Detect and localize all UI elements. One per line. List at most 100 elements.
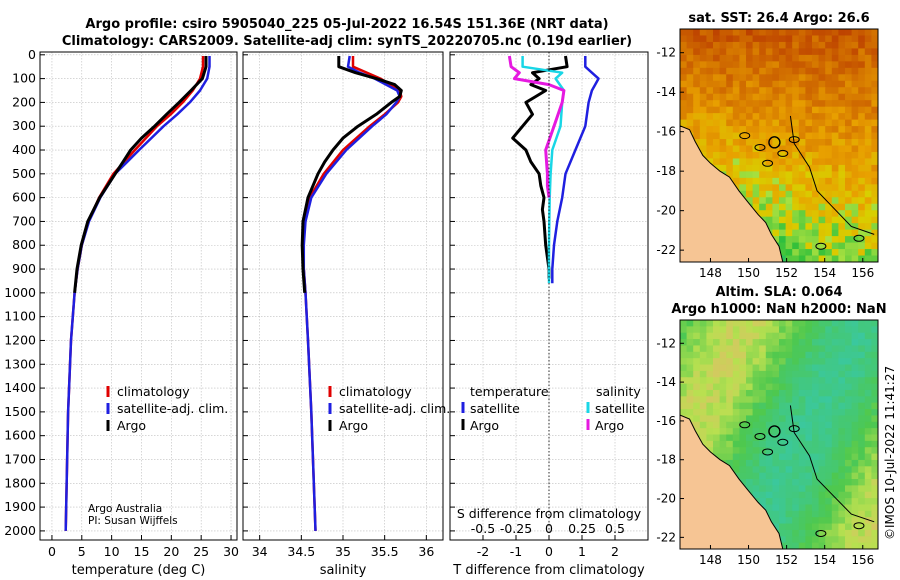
map-cell [831, 106, 839, 114]
map-cell [858, 409, 866, 417]
map-cell [864, 48, 872, 56]
map-cell [831, 29, 839, 37]
map-cell [779, 242, 787, 250]
map-cell [713, 421, 721, 429]
map-cell [752, 389, 760, 397]
map-cell [838, 466, 846, 474]
map-cell [798, 197, 806, 205]
map-cell [825, 87, 833, 95]
map-cell [779, 249, 787, 257]
map-cell [732, 171, 740, 179]
map-cell [851, 415, 859, 423]
map-cell [812, 216, 820, 224]
map-cell [779, 377, 787, 385]
map-cell [739, 396, 747, 404]
map-cell [871, 106, 878, 114]
map-cell [798, 210, 806, 218]
map-cell [732, 326, 740, 334]
map-cell [772, 158, 780, 166]
map-cell [779, 479, 787, 486]
map-cell [746, 61, 754, 69]
map-cell [732, 345, 740, 353]
map-cell [726, 358, 734, 366]
map-cell [699, 48, 707, 56]
map-cell [752, 491, 760, 499]
map-y-tick-label: -12 [656, 336, 676, 350]
map-cell [706, 119, 714, 127]
series-line-s-argo [507, 55, 566, 198]
map-cell [851, 35, 859, 43]
map-cell [739, 377, 747, 385]
legend-label: Argo [595, 418, 624, 433]
map-cell [825, 139, 833, 147]
map-cell [680, 100, 688, 108]
map-cell [719, 67, 727, 75]
map-cell [746, 440, 754, 448]
map-cell [851, 479, 859, 486]
map-cell [765, 459, 773, 467]
map-cell [732, 434, 740, 442]
map-cell [732, 383, 740, 391]
map-cell [851, 41, 859, 50]
map-cell [792, 377, 800, 385]
map-cell [864, 197, 872, 205]
land-polygon [680, 414, 784, 549]
map-cell [752, 132, 760, 140]
map-cell [825, 158, 833, 166]
reef-outline [815, 529, 827, 537]
x-tick-label: 5 [78, 544, 86, 559]
map-cell [772, 326, 780, 334]
map-cell [759, 119, 767, 127]
map-cell [759, 383, 767, 391]
map-cell [812, 158, 820, 166]
reef-outline [853, 234, 865, 242]
map-cell [818, 466, 826, 474]
map-cell [693, 119, 701, 127]
map-cell [805, 35, 813, 43]
map-cell [752, 326, 760, 334]
reef-outline [788, 425, 800, 433]
map-cell [851, 132, 859, 140]
map-cell [858, 119, 866, 127]
x-tick-label: 0 [48, 544, 56, 559]
map-cell [838, 472, 846, 480]
map-cell [818, 139, 826, 147]
map-cell [686, 415, 694, 423]
map-cell [779, 434, 787, 442]
map-cell [805, 139, 813, 147]
map-cell [706, 440, 714, 448]
map-cell [792, 472, 800, 480]
map-cell [805, 351, 813, 359]
map-cell [785, 119, 793, 127]
map-cell [858, 145, 866, 153]
map-cell [858, 242, 866, 250]
map-cell [713, 364, 721, 372]
map-cell [825, 80, 833, 88]
reef-outline [739, 421, 751, 429]
map-cell [713, 434, 721, 442]
map-cell [838, 491, 846, 499]
map-cell [785, 216, 793, 224]
map-cell [779, 255, 787, 262]
map-cell [831, 510, 839, 518]
map-cell [858, 139, 866, 147]
map-cell [732, 402, 740, 410]
map-cell [699, 139, 707, 147]
map-cell [746, 93, 754, 101]
map-cell [871, 339, 878, 347]
map-cell [858, 177, 866, 185]
map-cell [680, 339, 688, 347]
map-cell [798, 536, 806, 544]
map-cell [686, 345, 694, 353]
map-cell [818, 80, 826, 88]
map-cell [746, 41, 754, 50]
s-diff-title: S difference from climatology [457, 506, 642, 521]
map-cell [772, 48, 780, 56]
map-cell [680, 113, 688, 121]
map-cell [805, 396, 813, 404]
map-cell [785, 529, 793, 537]
map-cell [818, 396, 826, 404]
map-cell [759, 320, 767, 327]
map-cell [765, 145, 773, 153]
map-cell [812, 510, 820, 518]
